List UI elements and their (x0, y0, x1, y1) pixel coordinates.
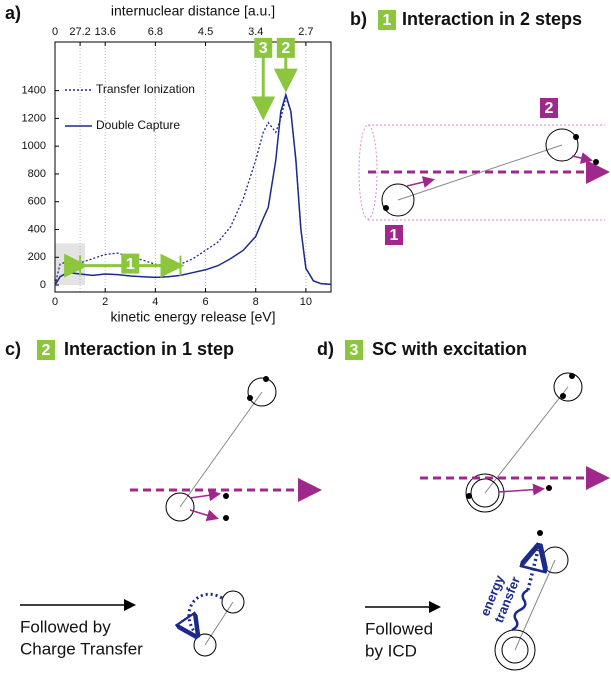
arrow (407, 180, 432, 186)
x-tick-label: 6 (202, 296, 208, 308)
y-tick-label: 600 (28, 196, 46, 208)
y-tick-label: 1400 (22, 85, 46, 97)
figure: a) internuclear distance [a.u.] kinetic … (0, 0, 611, 671)
panel-label: a) (5, 3, 21, 23)
emission-arrow (528, 550, 538, 590)
panel-title: Interaction in 1 step (64, 339, 234, 359)
arrow (190, 510, 216, 518)
arrow (190, 494, 218, 498)
bond (515, 560, 555, 650)
panel-d: d) 3 SC with excitation Followed by ICD … (317, 339, 604, 670)
panel-title: Interaction in 2 steps (402, 9, 582, 29)
electron (223, 515, 229, 521)
note: by ICD (365, 641, 417, 660)
bond (205, 602, 233, 645)
marker: 1 (390, 227, 399, 244)
x2-tick-label: 6.8 (148, 26, 163, 38)
x-tick-label: 10 (300, 296, 312, 308)
y-tick-label: 400 (28, 223, 46, 235)
x-tick-label: 2 (102, 296, 108, 308)
note: Followed (365, 619, 433, 638)
plot: 0 27.2 13.6 6.8 4.5 3.4 2.7 0 2 4 6 8 10 0 200 400 600 80… (22, 26, 331, 308)
step-number: 2 (42, 342, 51, 359)
electron (223, 493, 229, 499)
electron (569, 373, 575, 379)
annotation-label: 3 (259, 40, 268, 57)
x2-tick-label: 13.6 (94, 26, 115, 38)
step-number: 1 (383, 12, 392, 29)
electron (466, 493, 472, 499)
electron (383, 205, 389, 211)
x2-axis-title: internuclear distance [a.u.] (111, 3, 275, 19)
x2-tick-label: 0 (52, 26, 58, 38)
panel-c: c) 2 Interaction in 1 step Followed by C… (5, 339, 316, 659)
marker: 2 (545, 100, 554, 117)
panel-label: d) (317, 339, 334, 359)
plot-frame (55, 42, 331, 292)
note: Charge Transfer (20, 639, 143, 658)
y-tick-label: 200 (28, 251, 46, 263)
electron (593, 159, 599, 165)
y-tick-label: 800 (28, 168, 46, 180)
panel-b: b) 1 Interaction in 2 steps 2 1 (350, 9, 605, 245)
note: Followed by (20, 617, 111, 636)
x-tick-label: 0 (52, 296, 58, 308)
electron (560, 393, 566, 399)
y-tick-label: 0 (40, 279, 46, 291)
electron (247, 395, 253, 401)
arrow (572, 156, 590, 160)
x2-tick-label: 4.5 (198, 26, 213, 38)
x2-tick-label: 2.7 (298, 26, 313, 38)
y-tick-label: 1000 (22, 140, 46, 152)
electron (546, 485, 552, 491)
x2-tick-label: 27.2 (69, 26, 90, 38)
panel-label: b) (350, 9, 367, 29)
electron (263, 376, 269, 382)
electron (537, 530, 543, 536)
panel-label: c) (5, 339, 21, 359)
y-tick-label: 1200 (22, 112, 46, 124)
step-number: 3 (350, 342, 359, 359)
x2-tick-label: 3.4 (248, 26, 263, 38)
annotation-label: 1 (126, 256, 135, 273)
electron (573, 134, 579, 140)
legend-label: Double Capture (96, 118, 180, 132)
x-axis-title: kinetic energy release [eV] (111, 309, 276, 325)
annotation-label: 2 (281, 40, 290, 57)
panel-title: SC with excitation (372, 339, 527, 359)
x-tick-label: 8 (253, 296, 259, 308)
x-tick-label: 4 (152, 296, 158, 308)
arrow (498, 489, 542, 492)
legend-label: Transfer Ionization (96, 82, 195, 96)
